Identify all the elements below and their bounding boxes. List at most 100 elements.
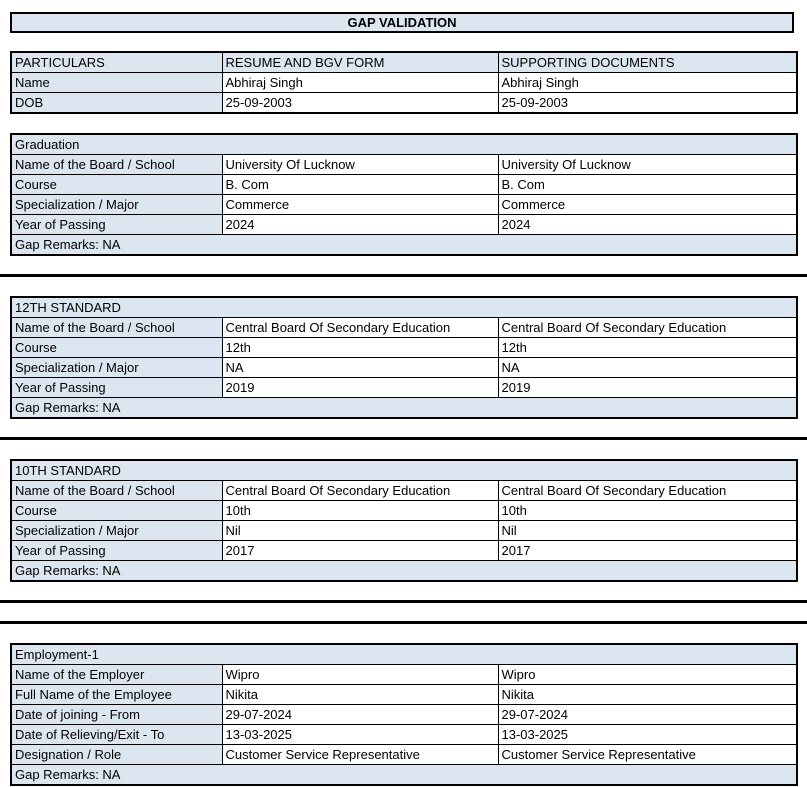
supporting-value-cell: 29-07-2024 [497,704,798,725]
resume-value-cell: 2019 [221,377,499,398]
gap-remarks: Gap Remarks: NA [10,397,798,419]
resume-value-cell: Commerce [221,194,499,215]
section-divider [0,437,807,440]
gap-remarks: Gap Remarks: NA [10,764,798,786]
section-table-3: Employment-1 Name of the Employer Wipro Wip… [10,643,799,786]
supporting-value-cell: Central Board Of Secondary Education [497,317,798,338]
supporting-value-cell: 13-03-2025 [497,724,798,745]
row-label-cell: Course [10,174,223,195]
table-header-row: PARTICULARS RESUME AND BGV FORM SUPPORTI… [10,51,798,73]
table-row: Course 10th 10th [10,500,798,521]
resume-value-cell: Wipro [221,664,499,685]
section-heading-row: 12TH STANDARD [10,296,798,318]
supporting-value-cell: 2024 [497,214,798,235]
resume-value-cell: 2024 [221,214,499,235]
supporting-value-cell: Customer Service Representative [497,744,798,765]
gap-remarks-row: Gap Remarks: NA [10,560,798,582]
table-row: Date of joining - From 29-07-2024 29-07-20… [10,704,798,725]
column-header-resume-bgv: RESUME AND BGV FORM [221,51,499,73]
table-row: Name of the Board / School Central Board … [10,480,798,501]
page-title: GAP VALIDATION [10,12,794,33]
resume-value-cell: Central Board Of Secondary Education [221,480,499,501]
row-label-cell: DOB [10,92,223,114]
resume-value-cell: Customer Service Representative [221,744,499,765]
supporting-value-cell: NA [497,357,798,378]
resume-value-cell: 12th [221,337,499,358]
supporting-value-cell: Commerce [497,194,798,215]
supporting-value-cell: 25-09-2003 [497,92,798,114]
section-divider [0,621,807,624]
section-heading-row: Employment-1 [10,643,798,665]
table-row: Name of the Employer Wipro Wipro [10,664,798,685]
section-heading: 12TH STANDARD [10,296,798,318]
table-row: Specialization / Major NA NA [10,357,798,378]
row-label-cell: Name of the Employer [10,664,223,685]
table-row: Course B. Com B. Com [10,174,798,195]
section-divider [0,600,807,603]
supporting-value-cell: B. Com [497,174,798,195]
column-header-supporting-docs: SUPPORTING DOCUMENTS [497,51,798,73]
resume-value-cell: University Of Lucknow [221,154,499,175]
resume-value-cell: Abhiraj Singh [221,72,499,93]
section-table-0: Graduation Name of the Board / School Univ… [10,133,798,256]
supporting-value-cell: 2019 [497,377,798,398]
particulars-table: PARTICULARS RESUME AND BGV FORM SUPPORTI… [10,51,798,114]
supporting-value-cell: Nikita [497,684,798,705]
resume-value-cell: NA [221,357,499,378]
section-heading: Employment-1 [10,643,798,665]
supporting-value-cell: Central Board Of Secondary Education [497,480,798,501]
supporting-value-cell: Abhiraj Singh [497,72,798,93]
table-row: Name of the Board / School Central Board … [10,317,798,338]
supporting-value-cell: Wipro [497,664,798,685]
row-label-cell: Course [10,500,223,521]
table-row: Name Abhiraj Singh Abhiraj Singh [10,72,798,93]
table-row: Year of Passing 2017 2017 [10,540,798,561]
table-row: Date of Relieving/Exit - To 13-03-2025 13-… [10,724,798,745]
table-row: Course 12th 12th [10,337,798,358]
row-label-cell: Year of Passing [10,377,223,398]
column-header-particulars: PARTICULARS [10,51,223,73]
table-row: Specialization / Major Nil Nil [10,520,798,541]
section-divider [0,274,807,277]
resume-value-cell: 29-07-2024 [221,704,499,725]
section-heading-row: Graduation [10,133,798,155]
section-heading: Graduation [10,133,798,155]
table-row: Year of Passing 2019 2019 [10,377,798,398]
resume-value-cell: 25-09-2003 [221,92,499,114]
supporting-value-cell: Nil [497,520,798,541]
gap-remarks: Gap Remarks: NA [10,560,798,582]
resume-value-cell: Nikita [221,684,499,705]
row-label-cell: Name of the Board / School [10,154,223,175]
supporting-value-cell: 2017 [497,540,798,561]
table-row: Designation / Role Customer Service Repre… [10,744,798,765]
supporting-value-cell: University Of Lucknow [497,154,798,175]
row-label-cell: Designation / Role [10,744,223,765]
table-row: Specialization / Major Commerce Commerce [10,194,798,215]
row-label-cell: Specialization / Major [10,520,223,541]
table-row: Year of Passing 2024 2024 [10,214,798,235]
row-label-cell: Full Name of the Employee [10,684,223,705]
table-row: Full Name of the Employee Nikita Nikita [10,684,798,705]
resume-value-cell: B. Com [221,174,499,195]
supporting-value-cell: 10th [497,500,798,521]
table-row: Name of the Board / School University Of … [10,154,798,175]
gap-remarks-row: Gap Remarks: NA [10,397,798,419]
section-heading-row: 10TH STANDARD [10,459,798,481]
resume-value-cell: Nil [221,520,499,541]
section-table-2: 10TH STANDARD Name of the Board / School C… [10,459,798,582]
row-label-cell: Name [10,72,223,93]
row-label-cell: Name of the Board / School [10,480,223,501]
row-label-cell: Specialization / Major [10,194,223,215]
supporting-value-cell: 12th [497,337,798,358]
section-table-1: 12TH STANDARD Name of the Board / School C… [10,296,798,419]
row-label-cell: Year of Passing [10,214,223,235]
resume-value-cell: 13-03-2025 [221,724,499,745]
row-label-cell: Name of the Board / School [10,317,223,338]
resume-value-cell: 2017 [221,540,499,561]
resume-value-cell: 10th [221,500,499,521]
gap-remarks: Gap Remarks: NA [10,234,798,256]
row-label-cell: Date of Relieving/Exit - To [10,724,223,745]
section-heading: 10TH STANDARD [10,459,798,481]
row-label-cell: Year of Passing [10,540,223,561]
